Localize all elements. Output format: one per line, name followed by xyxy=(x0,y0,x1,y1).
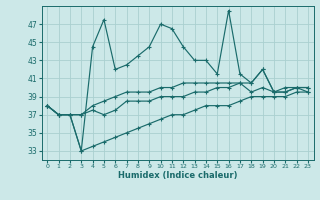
X-axis label: Humidex (Indice chaleur): Humidex (Indice chaleur) xyxy=(118,171,237,180)
